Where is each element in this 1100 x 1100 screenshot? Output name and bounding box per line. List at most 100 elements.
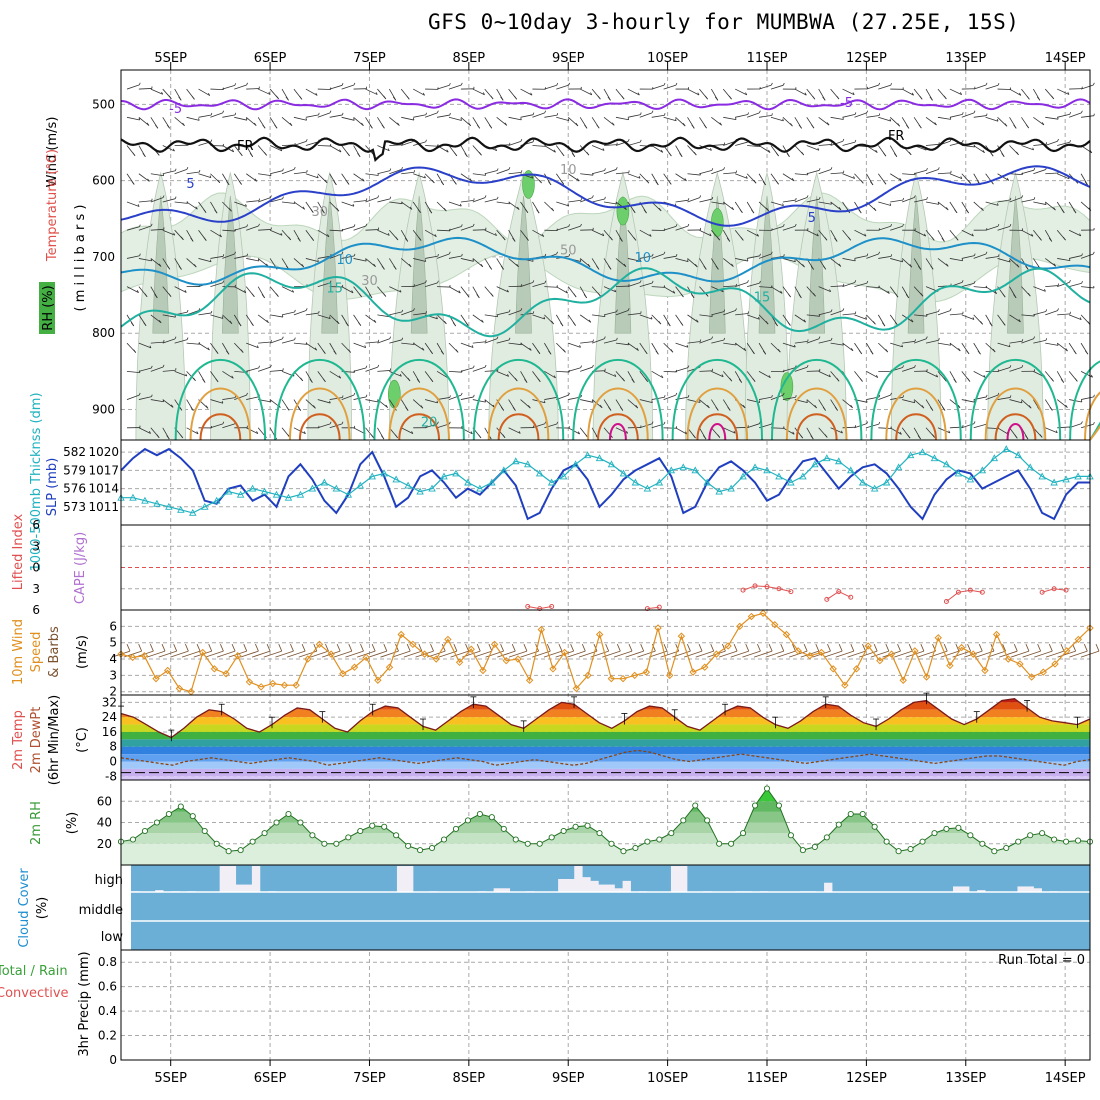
wind-barb: [782, 258, 796, 263]
date-label-top: 9SEP: [552, 51, 585, 66]
cloud-high-gap: [953, 886, 962, 892]
wind-barb: [436, 84, 450, 90]
cloud-high-gap: [405, 866, 414, 892]
cloud-high-gap: [670, 866, 680, 892]
wind-barb: [746, 229, 759, 237]
wind-ylabel-b: Speed: [29, 632, 44, 673]
wind-barb-flag: [286, 406, 290, 411]
wind-barb: [794, 366, 808, 372]
wind-barb-flag: [850, 404, 853, 409]
cape-tick: 6: [32, 518, 40, 532]
wind-barb: [556, 116, 569, 122]
wind10-barb: [146, 650, 166, 658]
thickness-point: [990, 454, 999, 462]
wind-barb: [424, 229, 437, 238]
wind-barb-flag: [322, 350, 326, 354]
wind-barb-flag: [362, 178, 365, 182]
wind10-barb-flag: [943, 643, 948, 652]
wind-barb: [329, 397, 343, 400]
wind-barb: [878, 225, 891, 231]
wind-barb-flag: [246, 392, 248, 396]
wind-barb: [508, 342, 522, 346]
wind-barb-flag: [437, 421, 439, 424]
wind-barb: [305, 141, 319, 146]
contour-p15: [120, 267, 1091, 338]
temp-arch: [895, 413, 937, 441]
wind-barb-flag: [500, 96, 504, 101]
wind-barb-flag: [310, 209, 314, 213]
wind-barb: [150, 399, 164, 403]
wind10-barb: [683, 650, 703, 658]
wind-barb-flag: [746, 258, 749, 262]
wind-barb: [138, 258, 152, 262]
rh2m-point: [237, 847, 244, 854]
wind-barb: [890, 173, 902, 181]
wind-barb-flag: [943, 95, 947, 100]
wind-barb-flag: [353, 224, 356, 227]
wind-barb: [556, 84, 569, 90]
wind-barb: [401, 427, 414, 434]
wind-barb-flag: [436, 316, 438, 319]
wind-barb: [222, 397, 236, 400]
rh2m-point: [584, 822, 591, 829]
wind-barb-flag: [768, 375, 771, 378]
wind-barb-flag: [771, 394, 773, 398]
wind-barb-flag: [710, 147, 712, 151]
wind-barb-flag: [1025, 435, 1029, 440]
wind-barb-flag: [288, 236, 292, 241]
wind10-speed-point: [957, 643, 966, 652]
wind-barb-flag: [544, 253, 547, 257]
wind-barb-flag: [282, 168, 284, 171]
cape-ylabel-li: Lifted Index: [11, 513, 26, 590]
wind10-speed-point: [560, 648, 569, 657]
wind-barb: [854, 112, 867, 118]
wind-barb-flag: [731, 206, 735, 210]
wind-barb-flag: [539, 179, 542, 184]
wind-barb: [830, 201, 842, 211]
wind-barb-flag: [512, 237, 516, 242]
wind-barb-flag: [1069, 112, 1071, 115]
wind-barb-flag: [803, 319, 806, 323]
wind-barb-flag: [901, 259, 904, 263]
wind-barb: [830, 342, 844, 346]
wind10-barb-flag: [686, 643, 691, 652]
wind-barb-flag: [411, 431, 414, 434]
rh2m-point: [763, 785, 771, 792]
wind-barb-flag: [709, 233, 712, 237]
wind-barb: [389, 311, 403, 316]
wind-barb-flag: [774, 322, 778, 327]
wind-barb: [305, 114, 319, 118]
lifted-index-point: [752, 583, 758, 589]
wind-barb: [973, 145, 985, 154]
wind-barb-flag: [385, 404, 388, 408]
temp-arch: [398, 413, 441, 441]
wind-barb-flag: [1021, 365, 1024, 368]
wind-barb: [126, 286, 139, 293]
wind-barb-flag: [567, 203, 570, 207]
wind-barb-flag: [408, 263, 412, 268]
temp-arch: [487, 387, 550, 441]
wind-barb-flag: [214, 209, 218, 214]
rh2m-point: [632, 844, 639, 852]
wind-barb-flag: [692, 434, 696, 439]
wind-barb: [842, 399, 853, 409]
rh2m-point: [417, 847, 424, 854]
wind-barb: [293, 342, 307, 345]
wind-barb-flag: [1026, 95, 1030, 100]
wind-barb-flag: [731, 263, 734, 267]
wind-barb: [138, 427, 151, 434]
wind-barb-flag: [686, 344, 689, 348]
cloud-high-gap: [679, 866, 688, 892]
wind-barb-flag: [239, 152, 243, 157]
wind-barb: [448, 370, 462, 373]
wind-barb-flag: [794, 344, 796, 348]
thickness-point: [667, 466, 676, 474]
wind-barb-flag: [195, 206, 198, 210]
wind-barb-flag: [1062, 236, 1066, 241]
rh2m-point: [285, 810, 292, 818]
wind-barb: [448, 286, 461, 294]
wind-barb-flag: [961, 258, 964, 261]
wind-barb: [532, 423, 545, 429]
wind10-barb: [1069, 650, 1088, 658]
thickness-point: [248, 484, 257, 492]
